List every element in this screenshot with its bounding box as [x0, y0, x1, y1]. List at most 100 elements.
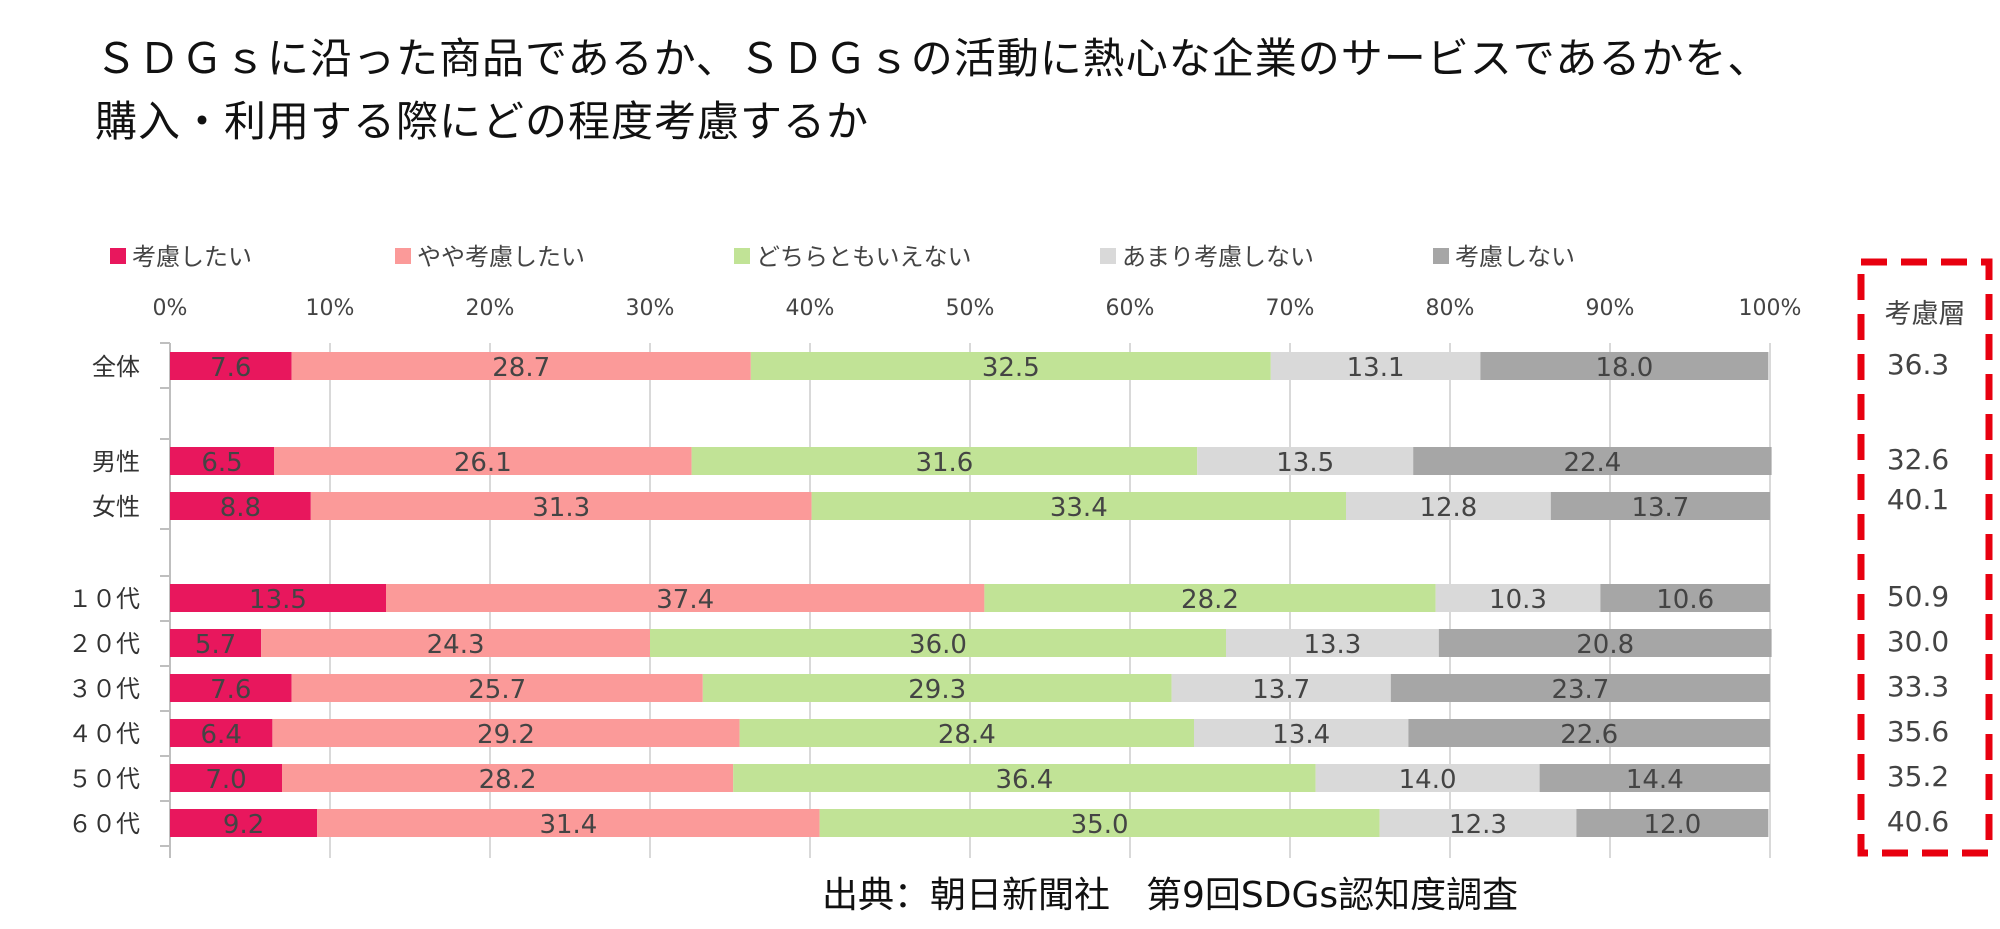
bar-value-label: 28.2	[479, 765, 537, 795]
x-tick-label: 30%	[626, 296, 675, 321]
bar-segment	[272, 719, 740, 747]
legend-label: どちらともいえない	[756, 243, 972, 271]
bar-value-label: 12.3	[1449, 810, 1507, 840]
bar-value-label: 31.3	[532, 493, 590, 523]
bar-segment	[170, 764, 282, 792]
legend-label: やや考慮したい	[417, 243, 585, 271]
category-label: 全体	[92, 353, 140, 381]
bar-segment	[1197, 447, 1414, 475]
bar-value-label: 5.7	[195, 630, 236, 660]
bar-segment	[1315, 764, 1540, 792]
side-column-value: 40.6	[1887, 805, 1949, 838]
x-tick-label: 50%	[946, 296, 995, 321]
bar-segment	[733, 764, 1316, 792]
bar-value-label: 24.3	[427, 630, 485, 660]
bar-segment	[170, 809, 318, 837]
category-label: ４０代	[68, 720, 140, 748]
side-column-value: 36.3	[1887, 348, 1949, 381]
bar-value-label: 25.7	[468, 675, 526, 705]
legend-swatch	[110, 248, 126, 264]
bar-segment	[1270, 352, 1481, 380]
legend-swatch	[734, 248, 750, 264]
bar-segment	[261, 629, 650, 657]
bar-value-label: 6.5	[201, 448, 242, 478]
bar-value-label: 8.8	[220, 493, 261, 523]
category-label: ５０代	[68, 765, 140, 793]
bar-segment	[1194, 719, 1409, 747]
bar-value-label: 36.4	[995, 765, 1053, 795]
highlight-box	[1857, 258, 1993, 857]
bar-segment	[750, 352, 1271, 380]
bar-segment	[1576, 809, 1769, 837]
bar-segment	[170, 629, 262, 657]
category-label: ２０代	[68, 630, 140, 658]
bar-segment	[1438, 629, 1772, 657]
bar-value-label: 12.8	[1419, 493, 1477, 523]
bar-value-label: 22.4	[1563, 448, 1621, 478]
category-label: ３０代	[68, 675, 140, 703]
bar-segment	[691, 447, 1198, 475]
bar-value-label: 23.7	[1551, 675, 1609, 705]
x-tick-label: 70%	[1266, 296, 1315, 321]
bar-value-label: 12.0	[1643, 810, 1701, 840]
bar-segment	[1379, 809, 1577, 837]
bar-value-label: 37.4	[656, 585, 714, 615]
side-column-value: 32.6	[1887, 443, 1949, 476]
bar-segment	[282, 764, 734, 792]
bar-segment	[1550, 492, 1770, 520]
bar-value-label: 14.4	[1626, 765, 1684, 795]
side-column-header: 考慮層	[1885, 299, 1966, 330]
x-tick-label: 10%	[306, 296, 355, 321]
bar-value-label: 28.4	[938, 720, 996, 750]
bar-segment	[170, 674, 292, 702]
bar-segment	[274, 447, 692, 475]
bar-value-label: 22.6	[1560, 720, 1618, 750]
bar-value-label: 7.6	[210, 353, 251, 383]
bar-segment	[1539, 764, 1770, 792]
side-column-value: 40.1	[1887, 483, 1949, 516]
bar-segment	[1346, 492, 1551, 520]
side-column-value: 35.6	[1887, 715, 1949, 748]
bar-segment	[819, 809, 1380, 837]
bar-segment	[1408, 719, 1770, 747]
legend-swatch	[1100, 248, 1116, 264]
side-column-value: 35.2	[1887, 760, 1949, 793]
x-tick-label: 40%	[786, 296, 835, 321]
bar-value-label: 31.4	[539, 810, 597, 840]
bar-value-label: 36.0	[909, 630, 967, 660]
bar-segment	[1226, 629, 1439, 657]
x-tick-label: 20%	[466, 296, 515, 321]
bar-segment	[386, 584, 985, 612]
category-label: ６０代	[68, 810, 140, 838]
x-tick-label: 0%	[153, 296, 188, 321]
bar-segment	[170, 584, 386, 612]
bar-value-label: 7.6	[210, 675, 251, 705]
category-label: 男性	[92, 448, 140, 476]
bar-segment	[1390, 674, 1770, 702]
bar-value-label: 13.7	[1631, 493, 1689, 523]
bar-value-label: 29.3	[908, 675, 966, 705]
bar-value-label: 33.4	[1050, 493, 1108, 523]
x-tick-label: 60%	[1106, 296, 1155, 321]
bar-segment	[291, 352, 751, 380]
bar-value-label: 14.0	[1399, 765, 1457, 795]
bar-value-label: 28.2	[1181, 585, 1239, 615]
bar-segment	[170, 719, 273, 747]
bar-segment	[1600, 584, 1770, 612]
side-column-value: 30.0	[1887, 625, 1949, 658]
legend-label: あまり考慮しない	[1122, 243, 1314, 271]
bar-value-label: 10.3	[1489, 585, 1547, 615]
bar-segment	[1413, 447, 1772, 475]
x-tick-label: 100%	[1739, 296, 1802, 321]
bar-value-label: 13.3	[1303, 630, 1361, 660]
bar-value-label: 13.7	[1252, 675, 1310, 705]
legend-label: 考慮したい	[132, 243, 252, 271]
chart-title-line-1: ＳＤＧｓに沿った商品であるか、ＳＤＧｓの活動に熱心な企業のサービスであるかを、	[95, 34, 1771, 83]
side-column-value: 50.9	[1887, 580, 1949, 613]
bar-value-label: 6.4	[201, 720, 242, 750]
bar-value-label: 29.2	[477, 720, 535, 750]
bar-segment	[811, 492, 1346, 520]
x-tick-label: 90%	[1586, 296, 1635, 321]
bar-segment	[170, 447, 274, 475]
bar-segment	[170, 492, 311, 520]
